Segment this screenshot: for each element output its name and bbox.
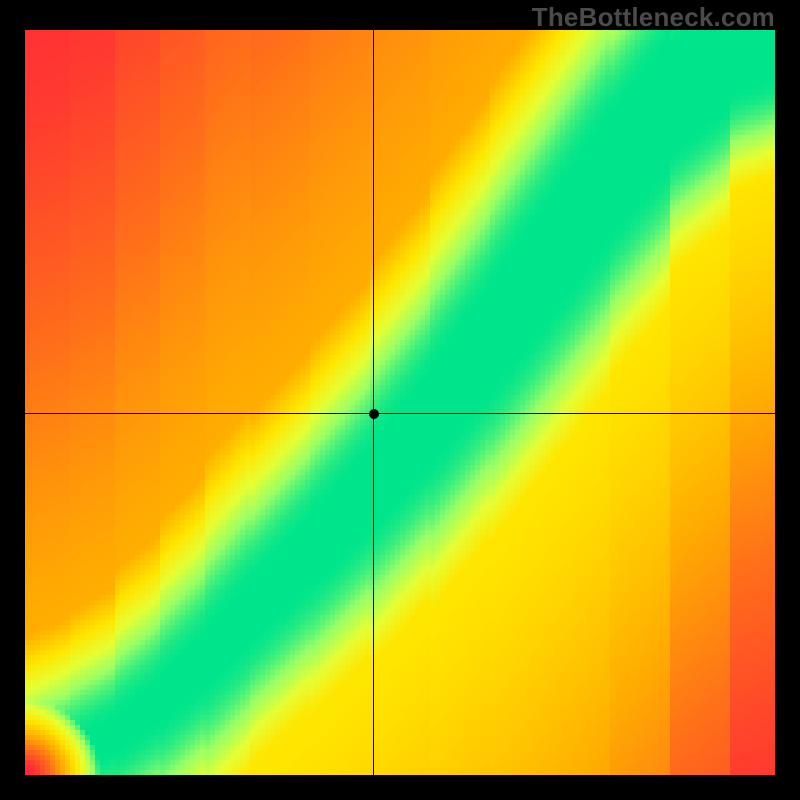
crosshair-dot (369, 409, 379, 419)
crosshair-vertical (373, 30, 374, 775)
watermark-text: TheBottleneck.com (532, 2, 775, 33)
chart-container: TheBottleneck.com (0, 0, 800, 800)
bottleneck-heatmap (25, 30, 775, 775)
crosshair-horizontal (25, 413, 775, 414)
